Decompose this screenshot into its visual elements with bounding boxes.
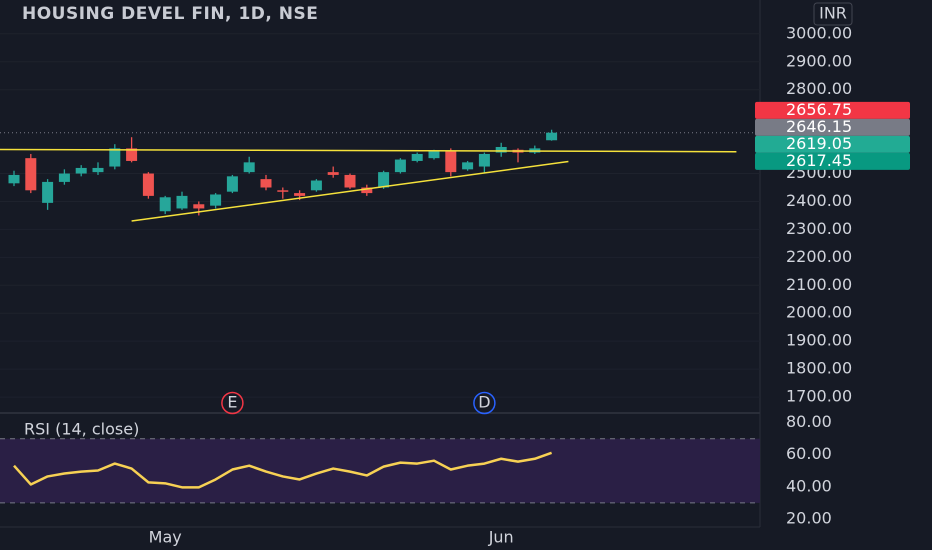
plot-layer: 1700.00 1800.00 1900.00 2000.00 2100.00 2200.… — [0, 23, 852, 547]
y-tick-label: 1800.00 — [786, 359, 852, 378]
price-label: 2619.05 — [786, 134, 852, 153]
rsi-line — [13, 451, 553, 489]
x-tick-label: May — [149, 528, 182, 547]
candle-body — [8, 174, 20, 184]
rsi-tick-label: 40.00 — [786, 476, 832, 495]
candle-body — [210, 194, 222, 206]
price-label: 2617.45 — [786, 151, 852, 170]
candle-body — [75, 167, 87, 174]
candle-body — [294, 193, 306, 196]
price-label-box — [755, 101, 910, 119]
candle-body — [243, 162, 255, 173]
price-label: 2656.75 — [786, 100, 852, 119]
y-tick-label: 1900.00 — [786, 331, 852, 350]
price-label-box — [755, 152, 910, 170]
rsi-tick-label: 80.00 — [786, 412, 832, 431]
event-label: D — [478, 393, 490, 412]
candle-body — [25, 158, 37, 191]
candle-body — [310, 180, 322, 191]
candle-body — [445, 151, 457, 173]
y-tick-label: 2900.00 — [786, 51, 852, 70]
candle-body — [394, 159, 406, 173]
candle-body — [277, 190, 289, 192]
y-tick-label: 2400.00 — [786, 191, 852, 210]
chart-title: HOUSING DEVEL FIN, 1D, NSE — [22, 4, 318, 24]
x-tick-label: Jun — [488, 528, 514, 547]
currency-badge[interactable] — [813, 2, 853, 26]
price-label: 2646.15 — [786, 117, 852, 136]
trendline — [131, 160, 569, 222]
indicator-title: RSI (14, close) — [24, 420, 139, 439]
rsi-tick-label: 20.00 — [786, 508, 832, 527]
candle-body — [546, 132, 558, 141]
candle-body — [42, 181, 54, 203]
candle-body — [176, 195, 188, 209]
event-marker — [473, 391, 496, 415]
candle-body — [462, 162, 474, 170]
candle-body — [226, 176, 238, 192]
candle-body — [411, 153, 423, 161]
price-label-box — [755, 118, 910, 136]
candle-body — [495, 146, 507, 153]
y-tick-label: 2300.00 — [786, 219, 852, 238]
candle-body — [344, 174, 356, 188]
y-tick-label: 2100.00 — [786, 275, 852, 294]
y-tick-label: 2000.00 — [786, 303, 852, 322]
candle-body — [478, 153, 490, 167]
y-tick-label: 2800.00 — [786, 79, 852, 98]
event-marker — [221, 391, 244, 415]
candle-body — [92, 167, 104, 173]
candle-body — [58, 173, 70, 182]
candle-body — [193, 204, 205, 209]
candle-body — [126, 148, 138, 161]
candle-body — [378, 172, 390, 188]
candle-body — [159, 197, 171, 212]
currency-label: INR — [819, 4, 847, 23]
event-label: E — [227, 393, 237, 412]
candle-body — [109, 148, 121, 167]
candle-body — [428, 151, 440, 159]
y-tick-label: 2200.00 — [786, 247, 852, 266]
candle-body — [361, 187, 373, 194]
candle-body — [142, 173, 154, 196]
price-label-box — [755, 135, 910, 153]
rsi-band — [0, 438, 760, 503]
rsi-tick-label: 60.00 — [786, 444, 832, 463]
trendline — [0, 148, 737, 153]
candle-body — [260, 179, 272, 188]
candle-body — [327, 172, 339, 175]
y-tick-label: 1700.00 — [786, 387, 852, 406]
y-tick-label: 3000.00 — [786, 23, 852, 42]
